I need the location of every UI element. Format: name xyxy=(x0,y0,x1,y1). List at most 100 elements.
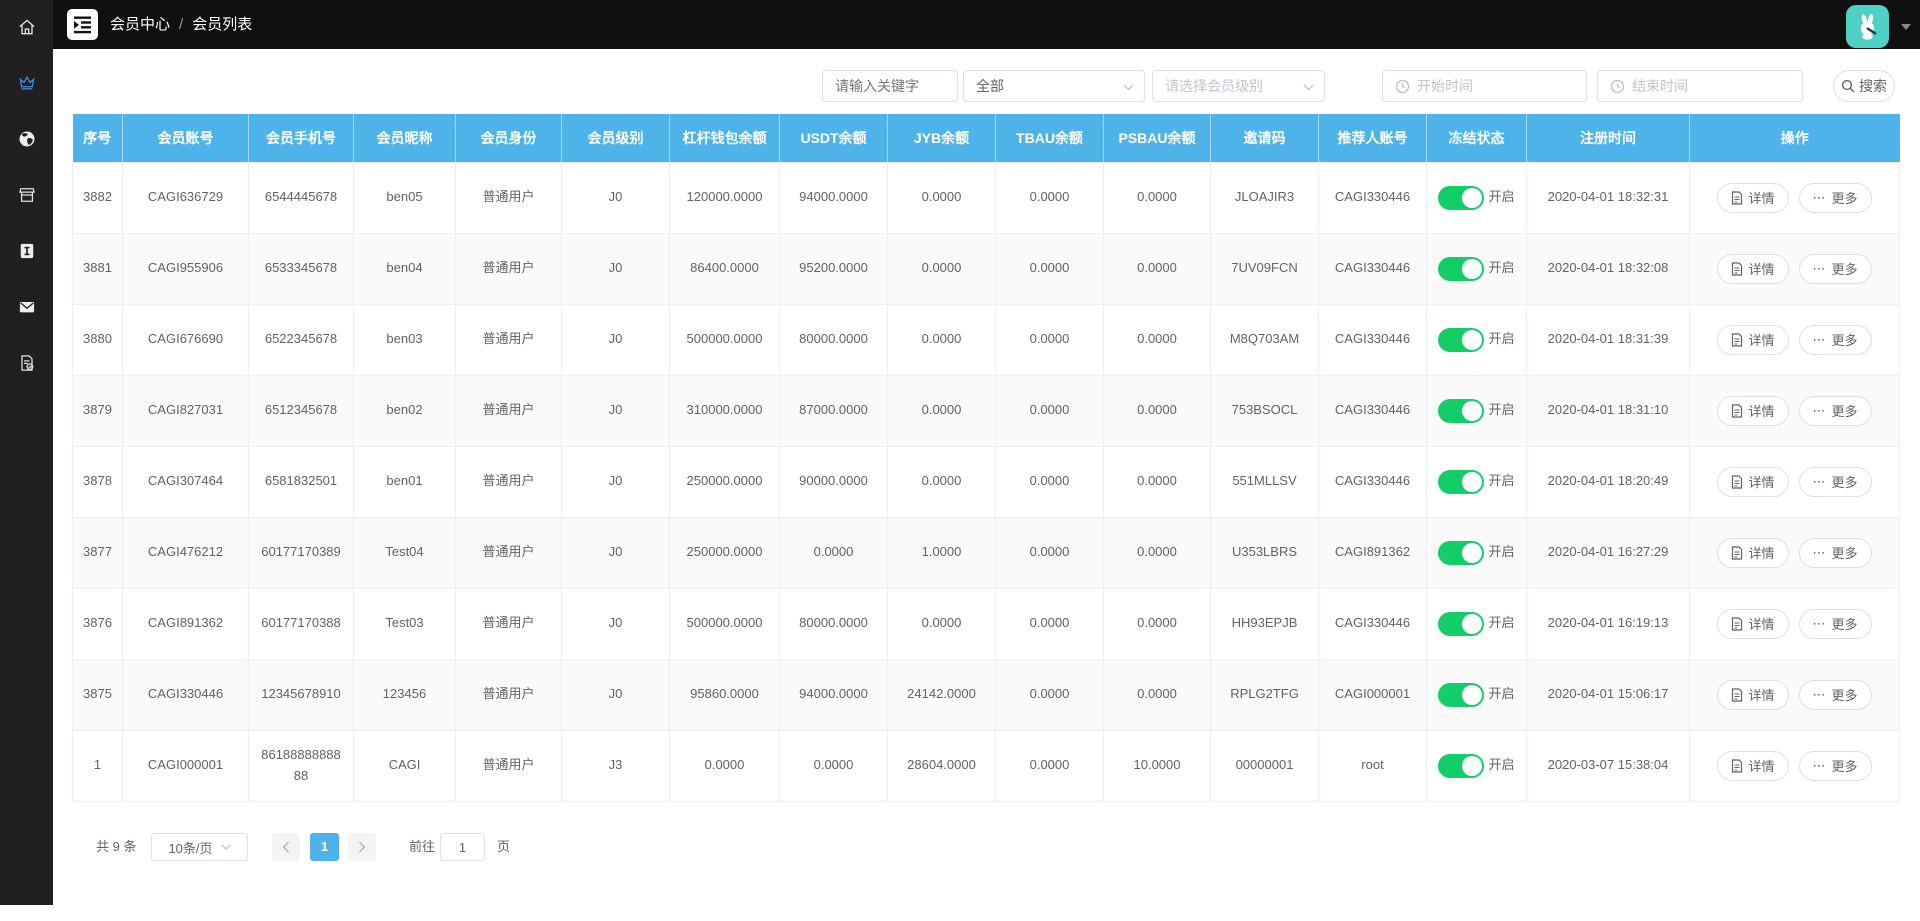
cell-seq: 3876 xyxy=(72,587,123,660)
more-button[interactable]: ⋯ 更多 xyxy=(1798,253,1872,284)
user-avatar[interactable] xyxy=(1846,5,1889,48)
col-actions: 操作 xyxy=(1689,114,1900,162)
end-time-picker[interactable]: 结束时间 xyxy=(1597,70,1803,102)
shop-icon[interactable] xyxy=(17,185,37,205)
table-row: 3876 CAGI891362 60177170388 Test03 普通用户 … xyxy=(72,587,1900,660)
cell-phone: 6533345678 xyxy=(248,232,354,305)
breadcrumb-separator: / xyxy=(179,16,184,33)
next-page-button[interactable] xyxy=(348,833,376,861)
breadcrumb-member-center[interactable]: 会员中心 xyxy=(110,16,171,33)
cell-usdt-balance: 80000.0000 xyxy=(779,303,888,376)
audit-icon[interactable] xyxy=(17,353,37,373)
table-row: 3880 CAGI676690 6522345678 ben03 普通用户 J0… xyxy=(72,303,1900,376)
detail-button[interactable]: 详情 xyxy=(1717,182,1789,213)
cell-identity: 普通用户 xyxy=(455,658,562,731)
page-number-1[interactable]: 1 xyxy=(310,833,339,861)
member-type-select[interactable]: 全部 xyxy=(963,70,1145,102)
freeze-toggle-on[interactable] xyxy=(1438,682,1485,707)
detail-button[interactable]: 详情 xyxy=(1717,608,1789,639)
freeze-toggle-on[interactable] xyxy=(1438,327,1485,352)
more-button[interactable]: ⋯ 更多 xyxy=(1798,537,1872,568)
cell-leverage-balance: 310000.0000 xyxy=(669,374,780,447)
cell-seq: 3879 xyxy=(72,374,123,447)
freeze-toggle-on[interactable] xyxy=(1438,469,1485,494)
freeze-toggle-on[interactable] xyxy=(1438,398,1485,423)
keyword-input[interactable] xyxy=(822,70,958,102)
detail-button-label: 详情 xyxy=(1748,404,1775,419)
cell-frozen-status: 开启 xyxy=(1426,374,1527,447)
ellipsis-icon: ⋯ xyxy=(1812,261,1827,276)
crown-icon[interactable] xyxy=(17,73,37,93)
toggle-knob xyxy=(1462,400,1483,421)
cell-psbau-balance: 10.0000 xyxy=(1103,729,1211,802)
home-icon[interactable] xyxy=(17,17,37,37)
detail-button[interactable]: 详情 xyxy=(1717,679,1789,710)
clock-icon xyxy=(1610,79,1625,93)
cell-phone: 60177170388 xyxy=(248,587,354,660)
cell-identity: 普通用户 xyxy=(455,161,562,234)
more-button[interactable]: ⋯ 更多 xyxy=(1798,182,1872,213)
ellipsis-icon: ⋯ xyxy=(1812,403,1827,418)
freeze-toggle-on[interactable] xyxy=(1438,611,1485,636)
toggle-knob xyxy=(1462,329,1483,350)
freeze-toggle-on[interactable] xyxy=(1438,753,1485,778)
cell-seq: 3881 xyxy=(72,232,123,305)
col-frozen-status: 冻结状态 xyxy=(1426,114,1527,162)
cell-level: J0 xyxy=(561,658,670,731)
document-icon xyxy=(1732,190,1743,205)
col-jyb-balance: JYB余额 xyxy=(887,114,996,162)
cell-tbau-balance: 0.0000 xyxy=(995,729,1104,802)
col-usdt-balance: USDT余额 xyxy=(779,114,888,162)
cell-identity: 普通用户 xyxy=(455,445,562,518)
detail-button[interactable]: 详情 xyxy=(1717,466,1789,497)
search-button[interactable]: 搜索 xyxy=(1833,70,1895,102)
detail-button[interactable]: 详情 xyxy=(1717,537,1789,568)
more-button[interactable]: ⋯ 更多 xyxy=(1798,395,1872,426)
toggle-label: 开启 xyxy=(1488,615,1515,631)
more-button[interactable]: ⋯ 更多 xyxy=(1798,608,1872,639)
toggle-label: 开启 xyxy=(1488,473,1515,489)
detail-button[interactable]: 详情 xyxy=(1717,253,1789,284)
cell-frozen-status: 开启 xyxy=(1426,445,1527,518)
cell-invite-code: JLOAJIR3 xyxy=(1210,161,1319,234)
more-button[interactable]: ⋯ 更多 xyxy=(1798,750,1872,781)
cell-nickname: ben01 xyxy=(353,445,456,518)
ellipsis-icon: ⋯ xyxy=(1812,332,1827,347)
start-time-picker[interactable]: 开始时间 xyxy=(1382,70,1587,102)
cell-invite-code: 7UV09FCN xyxy=(1210,232,1319,305)
cell-invite-code: U353LBRS xyxy=(1210,516,1319,589)
prev-page-button[interactable] xyxy=(272,833,300,861)
freeze-toggle-on[interactable] xyxy=(1438,256,1485,281)
freeze-toggle-on[interactable] xyxy=(1438,540,1485,565)
mail-icon[interactable] xyxy=(17,297,37,317)
cell-usdt-balance: 90000.0000 xyxy=(779,445,888,518)
freeze-toggle-on[interactable] xyxy=(1438,185,1485,210)
more-button-label: 更多 xyxy=(1831,404,1858,419)
col-nickname: 会员昵称 xyxy=(353,114,456,162)
more-button[interactable]: ⋯ 更多 xyxy=(1798,679,1872,710)
col-level: 会员级别 xyxy=(561,114,670,162)
info-icon[interactable] xyxy=(17,241,37,261)
cell-actions: 详情 ⋯ 更多 xyxy=(1689,232,1900,305)
cell-jyb-balance: 28604.0000 xyxy=(887,729,996,802)
globe-icon[interactable] xyxy=(17,129,37,149)
more-button[interactable]: ⋯ 更多 xyxy=(1798,324,1872,355)
menu-collapse-button[interactable] xyxy=(67,9,98,40)
detail-button[interactable]: 详情 xyxy=(1717,750,1789,781)
goto-page-input[interactable] xyxy=(440,833,485,861)
cell-usdt-balance: 0.0000 xyxy=(779,516,888,589)
member-level-select[interactable]: 请选择会员级别 xyxy=(1152,70,1325,102)
more-button[interactable]: ⋯ 更多 xyxy=(1798,466,1872,497)
page-size-select[interactable]: 10条/页 xyxy=(151,833,248,861)
toggle-label: 开启 xyxy=(1488,686,1515,702)
detail-button[interactable]: 详情 xyxy=(1717,395,1789,426)
detail-button[interactable]: 详情 xyxy=(1717,324,1789,355)
cell-level: J0 xyxy=(561,374,670,447)
cell-nickname: Test03 xyxy=(353,587,456,660)
member-type-value: 全部 xyxy=(976,78,1004,94)
cell-psbau-balance: 0.0000 xyxy=(1103,516,1211,589)
avatar-dropdown-caret[interactable] xyxy=(1901,24,1911,30)
cell-seq: 3877 xyxy=(72,516,123,589)
more-button-label: 更多 xyxy=(1831,546,1858,561)
toggle-label: 开启 xyxy=(1488,260,1515,276)
